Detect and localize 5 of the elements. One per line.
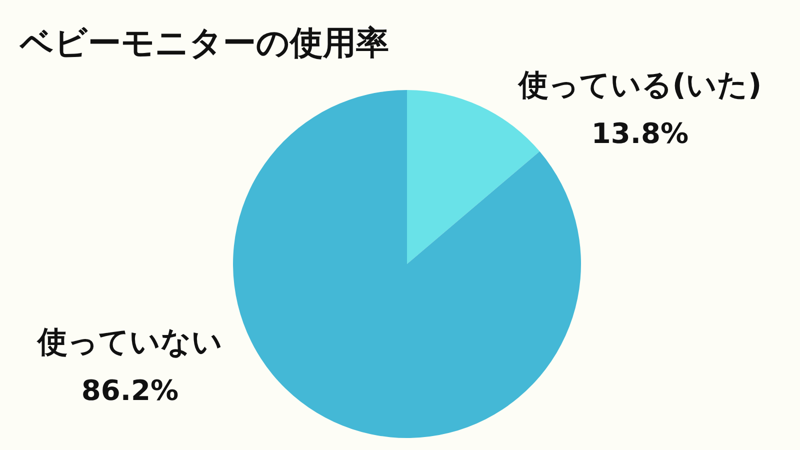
title: ベビーモニターの使用率 [20,23,389,62]
category-label: 使っていない [38,325,222,360]
value-label: 86.2% [81,374,179,407]
category-label: 使っている(いた) [518,68,762,103]
value-label: 13.8% [591,117,689,150]
